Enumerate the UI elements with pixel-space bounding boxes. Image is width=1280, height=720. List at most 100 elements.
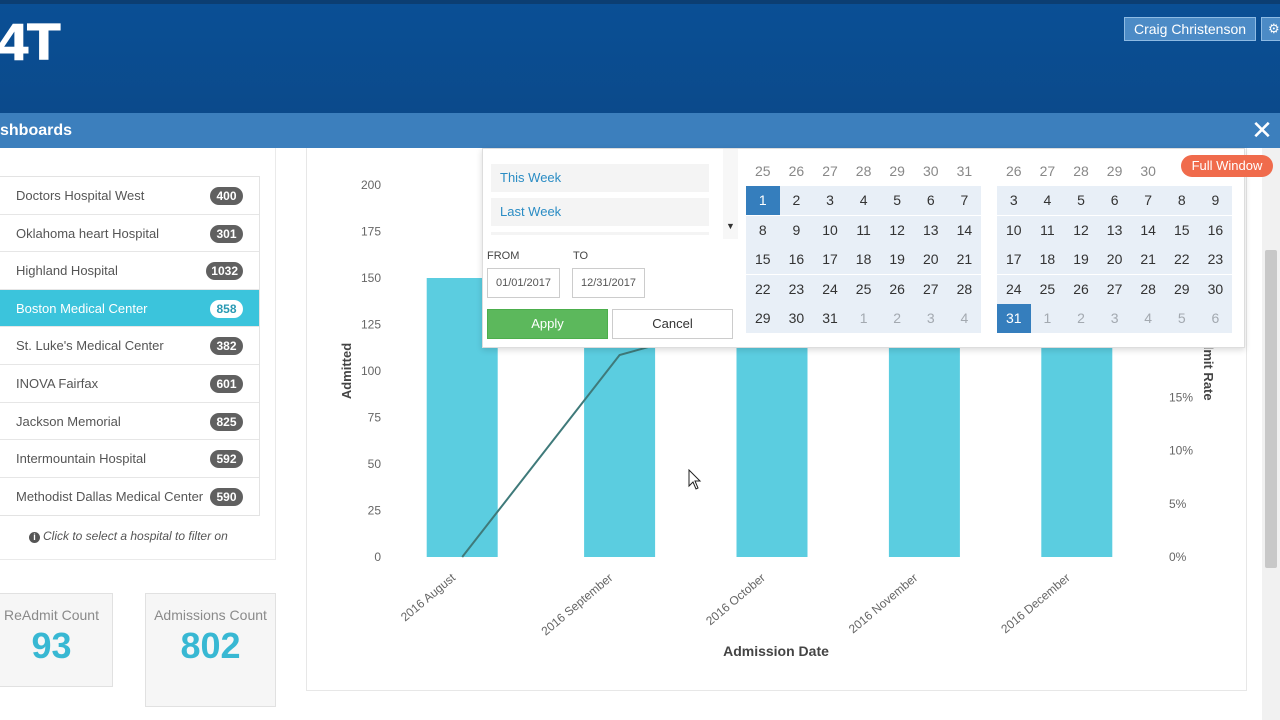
- calendar-day[interactable]: 29: [746, 304, 780, 333]
- hospital-item[interactable]: Intermountain Hospital 592: [0, 440, 259, 478]
- calendar-day[interactable]: 21: [1131, 245, 1165, 275]
- calendar-day[interactable]: 2: [1064, 304, 1098, 333]
- caret-down-icon[interactable]: ▼: [726, 221, 735, 231]
- calendar-day-prev-month[interactable]: 26: [997, 157, 1031, 186]
- calendar-day[interactable]: 30: [779, 304, 814, 333]
- calendar-day[interactable]: 17: [813, 245, 847, 275]
- calendar-day[interactable]: 4: [1131, 304, 1165, 333]
- to-date-input[interactable]: 12/31/2017: [572, 268, 645, 298]
- calendar-day[interactable]: 31: [813, 304, 847, 333]
- range-next-item[interactable]: [491, 232, 709, 235]
- calendar-day[interactable]: 9: [1198, 186, 1233, 216]
- calendar-day[interactable]: 1: [846, 304, 881, 333]
- scrollbar-thumb[interactable]: [1265, 250, 1277, 568]
- calendar-day[interactable]: 2: [779, 186, 814, 216]
- calendar-day[interactable]: 18: [1030, 245, 1065, 275]
- hospital-item[interactable]: Jackson Memorial 825: [0, 402, 259, 441]
- from-date-input[interactable]: 01/01/2017: [487, 268, 560, 298]
- close-icon[interactable]: ✕: [1251, 115, 1273, 145]
- calendar-day[interactable]: 14: [947, 215, 982, 245]
- hospital-item[interactable]: Doctors Hospital West 400: [0, 177, 259, 215]
- hospital-item[interactable]: INOVA Fairfax 601: [0, 364, 259, 403]
- calendar-day[interactable]: 11: [846, 215, 881, 245]
- calendar-day[interactable]: 27: [914, 274, 948, 304]
- calendar-day[interactable]: 3: [914, 304, 948, 333]
- calendar-day[interactable]: 19: [1064, 245, 1098, 275]
- calendar-day[interactable]: 26: [880, 274, 914, 304]
- hospital-item[interactable]: Boston Medical Center 858: [0, 289, 259, 328]
- calendar-day[interactable]: 7: [947, 186, 982, 216]
- calendar-day[interactable]: 29: [1165, 274, 1199, 304]
- page-scrollbar[interactable]: [1262, 148, 1280, 720]
- cancel-button[interactable]: Cancel: [612, 309, 733, 339]
- calendar-day[interactable]: 23: [1198, 245, 1233, 275]
- calendar-day[interactable]: 4: [947, 304, 982, 333]
- calendar-day[interactable]: 20: [914, 245, 948, 275]
- calendar-day[interactable]: 28: [947, 274, 982, 304]
- calendar-day[interactable]: 28: [1131, 274, 1165, 304]
- range-this-week[interactable]: This Week: [491, 164, 709, 192]
- calendar-day[interactable]: 10: [813, 215, 847, 245]
- range-last-week[interactable]: Last Week: [491, 198, 709, 226]
- calendar-day[interactable]: 17: [997, 245, 1031, 275]
- calendar-day[interactable]: 15: [1165, 215, 1199, 245]
- calendar-day-prev-month[interactable]: 27: [1030, 157, 1065, 186]
- calendar-day-prev-month[interactable]: 25: [746, 157, 780, 186]
- calendar-day[interactable]: 11: [1030, 215, 1065, 245]
- calendar-day[interactable]: 8: [1165, 186, 1199, 216]
- calendar-day-prev-month[interactable]: 28: [846, 157, 881, 186]
- calendar-day[interactable]: 30: [1198, 274, 1233, 304]
- calendar-day[interactable]: 16: [779, 245, 814, 275]
- calendar-day[interactable]: 12: [1064, 215, 1098, 245]
- calendar-day[interactable]: 14: [1131, 215, 1165, 245]
- hospital-item[interactable]: Highland Hospital 1032: [0, 252, 259, 290]
- user-menu-button[interactable]: Craig Christenson: [1124, 17, 1256, 41]
- calendar-day-prev-month[interactable]: 29: [880, 157, 914, 186]
- calendar-day-prev-month[interactable]: 28: [1064, 157, 1098, 186]
- calendar-day[interactable]: 2: [880, 304, 914, 333]
- calendar-day-prev-month[interactable]: 29: [1097, 157, 1132, 186]
- calendar-day[interactable]: 23: [779, 274, 814, 304]
- calendar-day[interactable]: 9: [779, 215, 814, 245]
- calendar-day[interactable]: 5: [1165, 304, 1199, 333]
- calendar-day[interactable]: 22: [1165, 245, 1199, 275]
- calendar-day[interactable]: 3: [813, 186, 847, 216]
- calendar-day[interactable]: 19: [880, 245, 914, 275]
- calendar-day-prev-month[interactable]: 27: [813, 157, 847, 186]
- calendar-day-prev-month[interactable]: 30: [914, 157, 948, 186]
- calendar-day[interactable]: 22: [746, 274, 780, 304]
- calendar-day[interactable]: 12: [880, 215, 914, 245]
- calendar-day[interactable]: 6: [1097, 186, 1132, 216]
- calendar-day[interactable]: 5: [880, 186, 914, 216]
- calendar-day[interactable]: 15: [746, 245, 780, 275]
- calendar-day[interactable]: 18: [846, 245, 881, 275]
- calendar-day[interactable]: 16: [1198, 215, 1233, 245]
- calendar-day-prev-month[interactable]: 30: [1131, 157, 1165, 186]
- calendar-day[interactable]: 25: [846, 274, 881, 304]
- calendar-day-selected[interactable]: 1: [746, 186, 780, 216]
- calendar-day[interactable]: 3: [997, 186, 1031, 216]
- apply-button[interactable]: Apply: [487, 309, 608, 339]
- calendar-day[interactable]: 24: [813, 274, 847, 304]
- calendar-day[interactable]: 5: [1064, 186, 1098, 216]
- calendar-day[interactable]: 4: [1030, 186, 1065, 216]
- calendar-day[interactable]: 25: [1030, 274, 1065, 304]
- calendar-day[interactable]: 10: [997, 215, 1031, 245]
- calendar-day[interactable]: 20: [1097, 245, 1132, 275]
- calendar-day[interactable]: 13: [1097, 215, 1132, 245]
- hospital-item[interactable]: Methodist Dallas Medical Center 590: [0, 477, 259, 516]
- gear-icon[interactable]: ⚙: [1261, 17, 1280, 41]
- calendar-day[interactable]: 6: [1198, 304, 1233, 333]
- calendar-day[interactable]: 24: [997, 274, 1031, 304]
- calendar-day-selected[interactable]: 31: [997, 304, 1031, 333]
- calendar-day[interactable]: 26: [1064, 274, 1098, 304]
- calendar-day[interactable]: 13: [914, 215, 948, 245]
- calendar-day[interactable]: 1: [1030, 304, 1065, 333]
- calendar-day[interactable]: 27: [1097, 274, 1132, 304]
- calendar-day[interactable]: 3: [1097, 304, 1132, 333]
- full-window-button[interactable]: Full Window: [1181, 155, 1273, 177]
- calendar-day[interactable]: 7: [1131, 186, 1165, 216]
- calendar-day[interactable]: 4: [846, 186, 881, 216]
- calendar-day[interactable]: 6: [914, 186, 948, 216]
- calendar-day[interactable]: 8: [746, 215, 780, 245]
